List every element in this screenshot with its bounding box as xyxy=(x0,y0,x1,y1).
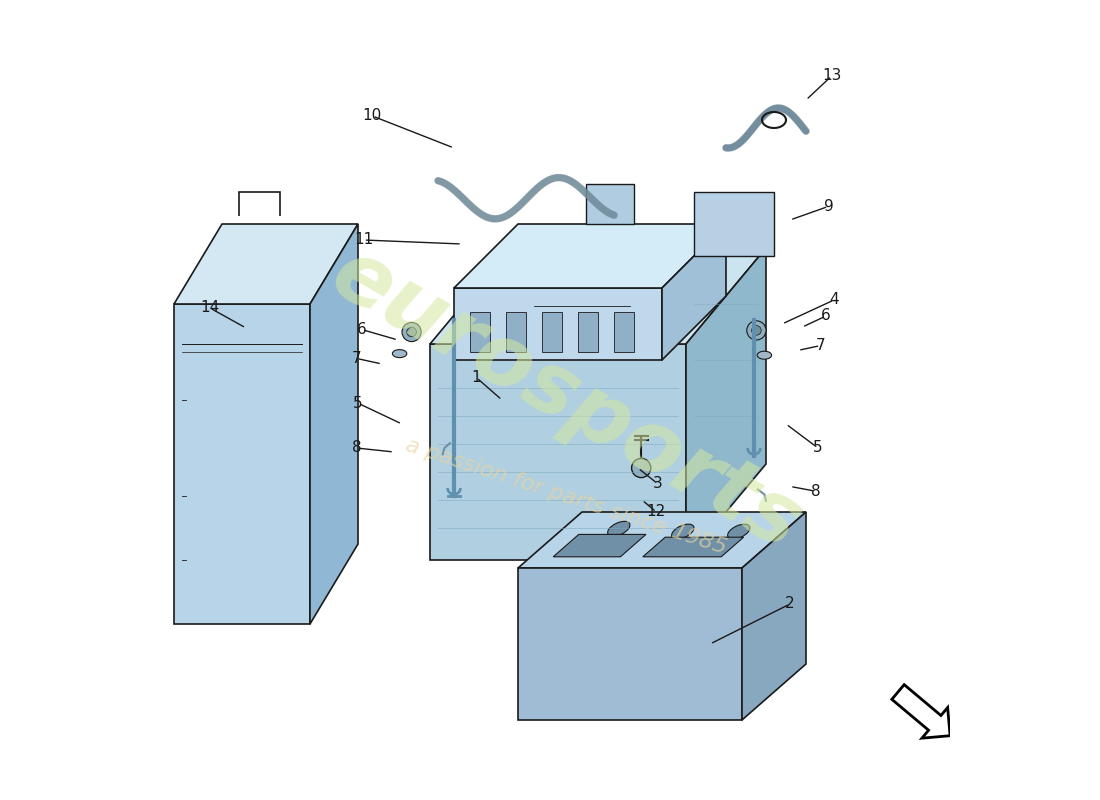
Text: 6: 6 xyxy=(358,322,367,337)
Text: 6: 6 xyxy=(821,309,830,323)
Ellipse shape xyxy=(600,538,621,553)
Text: 3: 3 xyxy=(653,477,663,491)
Text: 1: 1 xyxy=(472,370,481,385)
Text: 5: 5 xyxy=(353,396,363,410)
Text: 4: 4 xyxy=(829,293,839,307)
Text: 11: 11 xyxy=(354,233,373,247)
Ellipse shape xyxy=(757,351,771,359)
Polygon shape xyxy=(553,534,646,557)
Circle shape xyxy=(751,326,761,335)
Polygon shape xyxy=(686,248,766,560)
Text: 8: 8 xyxy=(352,441,361,455)
Text: 2: 2 xyxy=(785,597,795,611)
Bar xyxy=(506,312,526,352)
Text: a passion for parts since 1985: a passion for parts since 1985 xyxy=(403,434,729,558)
Ellipse shape xyxy=(393,350,407,358)
Polygon shape xyxy=(430,344,686,560)
Bar xyxy=(542,312,562,352)
Circle shape xyxy=(402,322,421,342)
Polygon shape xyxy=(662,224,726,360)
Polygon shape xyxy=(642,538,744,557)
Text: 7: 7 xyxy=(815,338,825,353)
Polygon shape xyxy=(454,224,726,288)
Polygon shape xyxy=(518,568,743,720)
Bar xyxy=(470,312,490,352)
Bar xyxy=(578,312,598,352)
Text: eurosports: eurosports xyxy=(317,232,815,568)
Text: 7: 7 xyxy=(352,351,361,366)
Circle shape xyxy=(692,259,712,278)
Polygon shape xyxy=(892,685,950,738)
Polygon shape xyxy=(454,288,662,360)
Polygon shape xyxy=(174,224,358,304)
Ellipse shape xyxy=(607,522,630,536)
Circle shape xyxy=(631,458,651,478)
Polygon shape xyxy=(430,248,766,344)
Polygon shape xyxy=(174,304,310,624)
Polygon shape xyxy=(518,512,806,568)
Ellipse shape xyxy=(727,524,750,539)
Circle shape xyxy=(493,278,512,298)
Text: 10: 10 xyxy=(363,109,382,123)
Ellipse shape xyxy=(690,538,712,553)
Text: 8: 8 xyxy=(811,484,821,498)
Circle shape xyxy=(747,321,766,340)
Polygon shape xyxy=(310,224,358,624)
Text: 14: 14 xyxy=(200,301,220,315)
Text: 9: 9 xyxy=(824,199,834,214)
Bar xyxy=(586,184,634,224)
Polygon shape xyxy=(742,512,806,720)
Bar xyxy=(614,312,634,352)
Text: 12: 12 xyxy=(647,505,666,519)
Polygon shape xyxy=(694,192,774,256)
Circle shape xyxy=(407,327,417,337)
Text: 5: 5 xyxy=(813,441,823,455)
Text: 13: 13 xyxy=(822,69,842,83)
Ellipse shape xyxy=(672,524,694,539)
